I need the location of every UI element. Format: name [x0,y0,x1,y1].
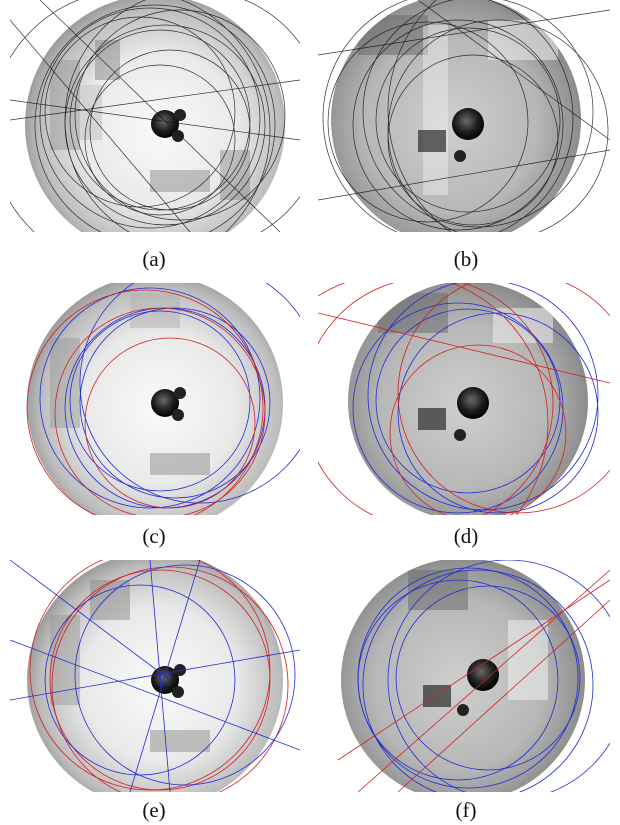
caption-a: (a) [142,247,166,271]
fisheye-image-d [318,283,610,515]
fisheye-panel-d [318,283,610,515]
caption-d: (d) [453,524,479,548]
fisheye-image-e [10,560,300,792]
fisheye-panel-c [10,283,300,515]
fisheye-panel-e [10,560,300,792]
fisheye-image-b [318,0,610,232]
fisheye-panel-a [10,0,300,232]
caption-e: (e) [142,798,166,822]
fisheye-panel-f [318,560,610,792]
fisheye-panel-b [318,0,610,232]
fisheye-image-f [337,560,610,792]
caption-b: (b) [453,247,479,271]
fisheye-image-c [26,283,300,515]
caption-c: (c) [142,524,166,548]
fisheye-image-a [10,0,300,232]
caption-f: (f) [455,798,477,822]
